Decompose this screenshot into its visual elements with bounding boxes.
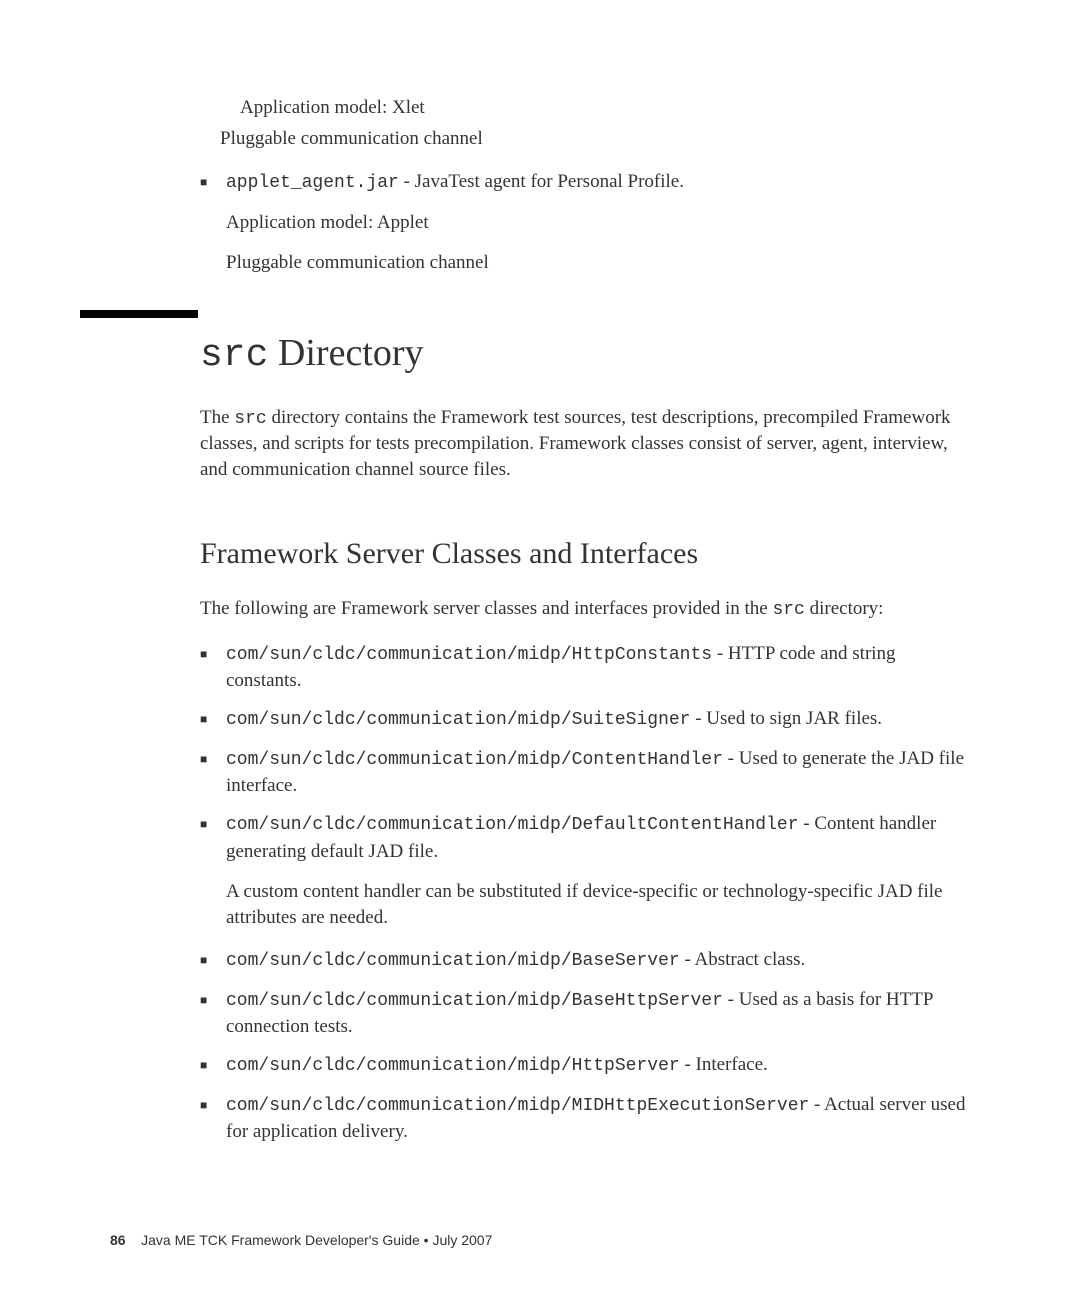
paragraph: The src directory contains the Framework… [200, 405, 970, 483]
text-line: Application model: Xlet [240, 95, 970, 121]
bullet-icon: ■ [200, 1092, 226, 1146]
list-item: ■com/sun/cldc/communication/midp/BaseSer… [200, 947, 970, 974]
bullet-icon: ■ [200, 641, 226, 695]
text: - Used to sign JAR files. [690, 708, 882, 729]
list-item: ■com/sun/cldc/communication/midp/Content… [200, 746, 970, 800]
text: directory contains the Framework test so… [200, 407, 951, 480]
list-item: ■com/sun/cldc/communication/midp/HttpCon… [200, 641, 970, 695]
code-text: com/sun/cldc/communication/midp/DefaultC… [226, 815, 799, 835]
bullet-icon: ■ [200, 987, 226, 1041]
code-text: com/sun/cldc/communication/midp/HttpServ… [226, 1056, 680, 1076]
list-item: ■com/sun/cldc/communication/midp/BaseHtt… [200, 987, 970, 1041]
code-text: src [772, 600, 804, 620]
heading-src-directory: src Directory [200, 331, 970, 377]
text-line: Pluggable communication channel [226, 250, 970, 276]
code-text: src [234, 409, 266, 429]
page-number: 86 [110, 1232, 126, 1248]
list-item: ■com/sun/cldc/communication/midp/HttpSer… [200, 1052, 970, 1079]
code-text: com/sun/cldc/communication/midp/MIDHttpE… [226, 1096, 809, 1116]
text: - Abstract class. [680, 949, 806, 970]
code-text: com/sun/cldc/communication/midp/SuiteSig… [226, 710, 690, 730]
text-line: Application model: Applet [226, 210, 970, 236]
bullet-icon: ■ [200, 169, 226, 280]
bullet-icon: ■ [200, 706, 226, 733]
text-line: A custom content handler can be substitu… [226, 879, 970, 930]
bullet-icon: ■ [200, 746, 226, 800]
text: The following are Framework server class… [200, 598, 772, 619]
code-text: com/sun/cldc/communication/midp/HttpCons… [226, 645, 712, 665]
list-item: ■com/sun/cldc/communication/midp/SuiteSi… [200, 706, 970, 733]
text: - JavaTest agent for Personal Profile. [399, 171, 684, 192]
text-line: Pluggable communication channel [220, 126, 970, 152]
footer-title: Java ME TCK Framework Developer's Guide … [141, 1232, 492, 1248]
footer: 86 Java ME TCK Framework Developer's Gui… [110, 1232, 492, 1248]
list-item: ■com/sun/cldc/communication/midp/MIDHttp… [200, 1092, 970, 1146]
paragraph: The following are Framework server class… [200, 596, 970, 622]
list-item: ■ applet_agent.jar - JavaTest agent for … [200, 169, 970, 280]
bullet-icon: ■ [200, 1052, 226, 1079]
bullet-icon: ■ [200, 811, 226, 935]
text: Directory [268, 332, 423, 374]
code-text: src [200, 334, 268, 377]
heading-framework-server: Framework Server Classes and Interfaces [200, 537, 970, 571]
section-divider [80, 310, 198, 318]
code-text: com/sun/cldc/communication/midp/ContentH… [226, 750, 723, 770]
code-text: com/sun/cldc/communication/midp/BaseServ… [226, 951, 680, 971]
text: The [200, 407, 234, 428]
list-item: ■com/sun/cldc/communication/midp/Default… [200, 811, 970, 935]
code-text: applet_agent.jar [226, 173, 399, 193]
text: directory: [805, 598, 884, 619]
bullet-icon: ■ [200, 947, 226, 974]
text: - Interface. [680, 1054, 768, 1075]
code-text: com/sun/cldc/communication/midp/BaseHttp… [226, 991, 723, 1011]
